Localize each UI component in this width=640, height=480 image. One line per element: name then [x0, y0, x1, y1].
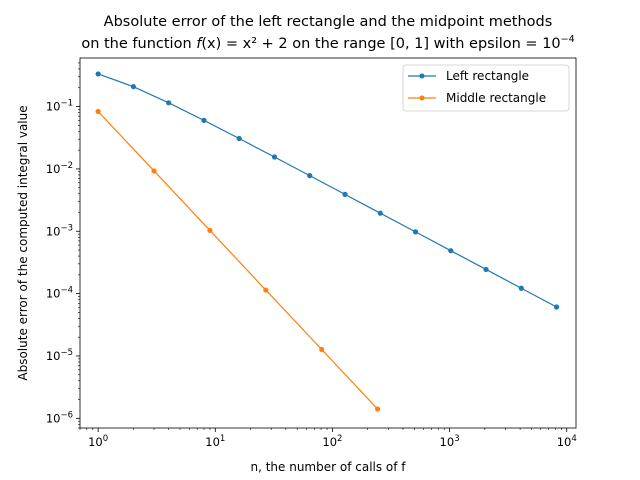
x-tick-exponent: 0 — [103, 434, 108, 444]
y-tick-base: 10 — [46, 100, 61, 114]
data-point-left-rectangle — [483, 266, 489, 273]
y-tick-base: 10 — [46, 224, 61, 238]
data-point-left-rectangle — [377, 210, 383, 216]
y-tick-exponent: −1 — [60, 99, 73, 109]
y-tick-base: 10 — [46, 162, 61, 176]
y-tick-label: 10−1 — [46, 99, 73, 114]
title-mid: on the range [0, 1] with epsilon = 10 — [288, 36, 561, 52]
y-tick-label: 10−6 — [46, 410, 73, 425]
y-tick-base: 10 — [46, 287, 61, 301]
data-point-left-rectangle — [166, 100, 172, 106]
series-line-left-rectangle — [97, 73, 557, 308]
data-point-left-rectangle — [271, 154, 278, 160]
y-tick-label: 10−3 — [46, 223, 73, 238]
x-tick-base: 10 — [440, 435, 455, 449]
x-tick-exponent: 1 — [220, 434, 225, 444]
legend-marker-middle-rectangle — [419, 95, 425, 101]
x-tick-label: 101 — [205, 434, 225, 449]
data-point-left-rectangle — [307, 173, 313, 179]
data-point-left-rectangle — [236, 135, 242, 142]
x-tick-base: 10 — [557, 435, 572, 449]
x-tick-label: 104 — [557, 434, 577, 449]
data-point-left-rectangle — [201, 117, 207, 123]
legend: Left rectangle Middle rectangle — [402, 64, 570, 112]
data-point-middle-rectangle — [319, 346, 325, 353]
data-point-left-rectangle — [95, 71, 101, 77]
title-prefix: on the function — [81, 36, 196, 52]
axes-frame — [79, 57, 577, 429]
y-tick-exponent: −3 — [60, 223, 73, 233]
title-exponent: −4 — [561, 34, 575, 45]
y-axis-label: Absolute error of the computed integral … — [16, 105, 30, 380]
legend-label-left-rectangle: Left rectangle — [446, 69, 529, 83]
data-point-middle-rectangle — [263, 287, 269, 293]
series-group — [95, 71, 560, 412]
x-tick-base: 10 — [322, 435, 337, 449]
y-tick-exponent: −2 — [60, 161, 73, 171]
y-tick-exponent: −4 — [60, 286, 73, 296]
data-point-left-rectangle — [448, 248, 454, 254]
legend-box — [402, 64, 570, 112]
data-point-middle-rectangle — [207, 227, 213, 234]
series-line-middle-rectangle — [97, 111, 379, 410]
chart-title-line-1: Absolute error of the left rectangle and… — [104, 14, 553, 30]
data-point-left-rectangle — [553, 304, 560, 310]
y-tick-base: 10 — [46, 349, 61, 363]
x-axis-label: n, the number of calls of f — [250, 460, 406, 474]
data-point-left-rectangle — [518, 285, 524, 291]
x-tick-exponent: 4 — [571, 434, 576, 444]
y-tick-label: 10−5 — [46, 348, 73, 363]
y-tick-exponent: −5 — [60, 348, 73, 358]
y-tick-exponent: −6 — [60, 410, 73, 420]
data-point-left-rectangle — [130, 84, 137, 90]
x-tick-base: 10 — [205, 435, 220, 449]
data-point-middle-rectangle — [151, 168, 157, 174]
x-tick-exponent: 2 — [337, 434, 342, 444]
x-tick-base: 10 — [88, 435, 103, 449]
x-tick-label: 103 — [440, 434, 460, 449]
x-tick-label: 100 — [88, 434, 108, 449]
x-tick-exponent: 3 — [454, 434, 459, 444]
data-point-middle-rectangle — [95, 108, 101, 115]
data-point-left-rectangle — [412, 229, 419, 235]
title-math-f: f — [196, 36, 203, 52]
chart-title-line-2: on the function f(x) = x² + 2 on the ran… — [81, 34, 574, 52]
legend-label-middle-rectangle: Middle rectangle — [446, 91, 546, 105]
legend-marker-left-rectangle — [419, 73, 425, 79]
y-tick-base: 10 — [46, 411, 61, 425]
data-point-left-rectangle — [342, 191, 348, 197]
y-tick-label: 10−4 — [46, 286, 73, 301]
title-math-rest: (x) = x² + 2 — [201, 36, 287, 52]
data-point-middle-rectangle — [375, 406, 381, 412]
x-tick-label: 102 — [322, 434, 342, 449]
y-tick-label: 10−2 — [46, 161, 73, 176]
